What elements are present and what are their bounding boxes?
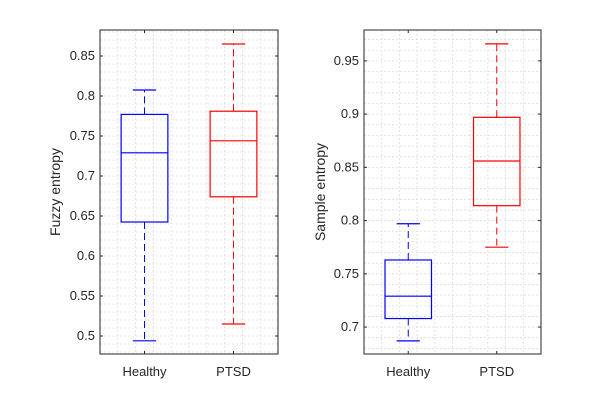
box-healthy	[384, 223, 433, 342]
grid	[364, 30, 541, 354]
box-ptsd	[472, 43, 521, 248]
y-tick-label: 0.6	[77, 248, 95, 263]
y-axis-label: Fuzzy entropy	[47, 148, 63, 236]
y-tick-label: 0.75	[334, 266, 359, 281]
axes-frame	[363, 29, 542, 355]
axes-frame	[99, 29, 279, 355]
y-tick-label: 0.95	[334, 53, 359, 68]
y-tick-label: 0.8	[77, 88, 95, 103]
y-tick-label: 0.65	[70, 208, 95, 223]
y-tick-label: 0.7	[341, 319, 359, 334]
x-tick-label: PTSD	[479, 364, 514, 379]
iqr-box	[120, 113, 169, 223]
iqr-box	[209, 110, 258, 198]
x-tick-label: PTSD	[216, 364, 251, 379]
y-tick-label: 0.9	[341, 106, 359, 121]
y-tick-label: 0.75	[70, 128, 95, 143]
y-tick-label: 0.5	[77, 328, 95, 343]
box-ptsd	[209, 43, 258, 325]
iqr-box	[384, 259, 433, 320]
y-tick-label: 0.85	[70, 48, 95, 63]
sample-entropy-panel: 0.7 0.75 0.8 0.85 0.9 0.95 Healthy PTSD Sample e…	[312, 29, 542, 379]
y-axis-label: Sample entropy	[312, 143, 328, 241]
box-healthy	[120, 89, 169, 342]
x-tick-label: Healthy	[386, 364, 431, 379]
y-tick-label: 0.7	[77, 168, 95, 183]
y-tick-label: 0.55	[70, 288, 95, 303]
y-tick-label: 0.8	[341, 213, 359, 228]
y-tick-label: 0.85	[334, 159, 359, 174]
grid	[100, 30, 278, 354]
fuzzy-entropy-panel: 0.5 0.55 0.6 0.65 0.7 0.75 0.8 0.85 Healthy PTSD F…	[47, 29, 279, 379]
x-tick-label: Healthy	[122, 364, 167, 379]
